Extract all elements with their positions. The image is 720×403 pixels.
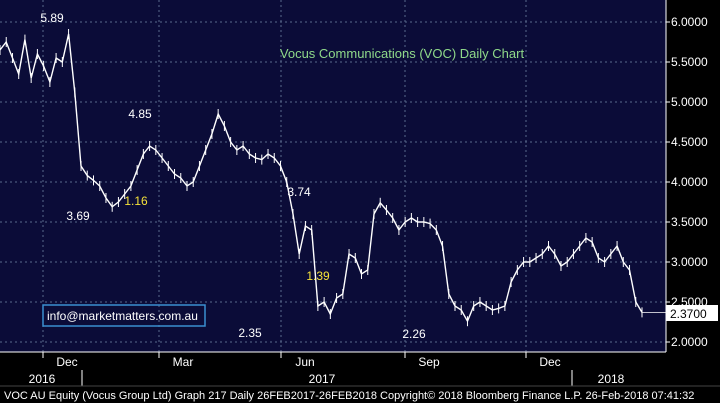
- last-price-box: [666, 305, 718, 321]
- x-year-label: 2018: [598, 372, 625, 386]
- x-year-label: 2017: [309, 372, 336, 386]
- y-tick-label: 4.0000: [671, 175, 708, 189]
- annotation-label: 1.39: [306, 269, 330, 283]
- x-year-label: 2016: [29, 372, 56, 386]
- chart-title: Vocus Communications (VOC) Daily Chart: [280, 46, 525, 61]
- annotations: 5.89 3.69 1.16 4.85 3.74 1.39 2.35 2.26: [40, 11, 426, 341]
- annotation-label: 4.85: [128, 107, 152, 121]
- plot-background: [0, 0, 666, 352]
- email-link[interactable]: info@marketmatters.com.au: [47, 309, 198, 323]
- price-line: [0, 33, 643, 323]
- annotation-label: 1.16: [124, 194, 148, 208]
- annotation-label: 2.35: [238, 326, 262, 340]
- footer-text: VOC AU Equity (Vocus Group Ltd) Graph 21…: [4, 390, 694, 402]
- y-tick-label: 3.0000: [671, 255, 708, 269]
- y-tick-label: 5.5000: [671, 55, 708, 69]
- grid-lines: [0, 0, 666, 352]
- x-tick-label: Mar: [173, 355, 194, 369]
- y-tick-label: 4.5000: [671, 135, 708, 149]
- annotation-label: 2.26: [402, 327, 426, 341]
- last-price-label: 2.3700: [670, 307, 707, 321]
- x-tick-label: Sep: [418, 355, 440, 369]
- x-tick-label: Jun: [295, 355, 314, 369]
- y-tick-label: 6.0000: [671, 15, 708, 29]
- price-series: [0, 29, 666, 327]
- annotation-label: 5.89: [40, 11, 64, 25]
- y-tick-label: 5.0000: [671, 95, 708, 109]
- annotation-label: 3.74: [287, 185, 311, 199]
- y-tick-label: 3.5000: [671, 215, 708, 229]
- y-axis: 2.00002.50003.00003.50004.00004.50005.00…: [665, 0, 708, 352]
- annotation-label: 3.69: [66, 209, 90, 223]
- x-tick-label: Dec: [539, 355, 560, 369]
- y-tick-label: 2.0000: [671, 335, 708, 349]
- x-tick-label: Dec: [56, 355, 77, 369]
- email-box[interactable]: [42, 304, 206, 327]
